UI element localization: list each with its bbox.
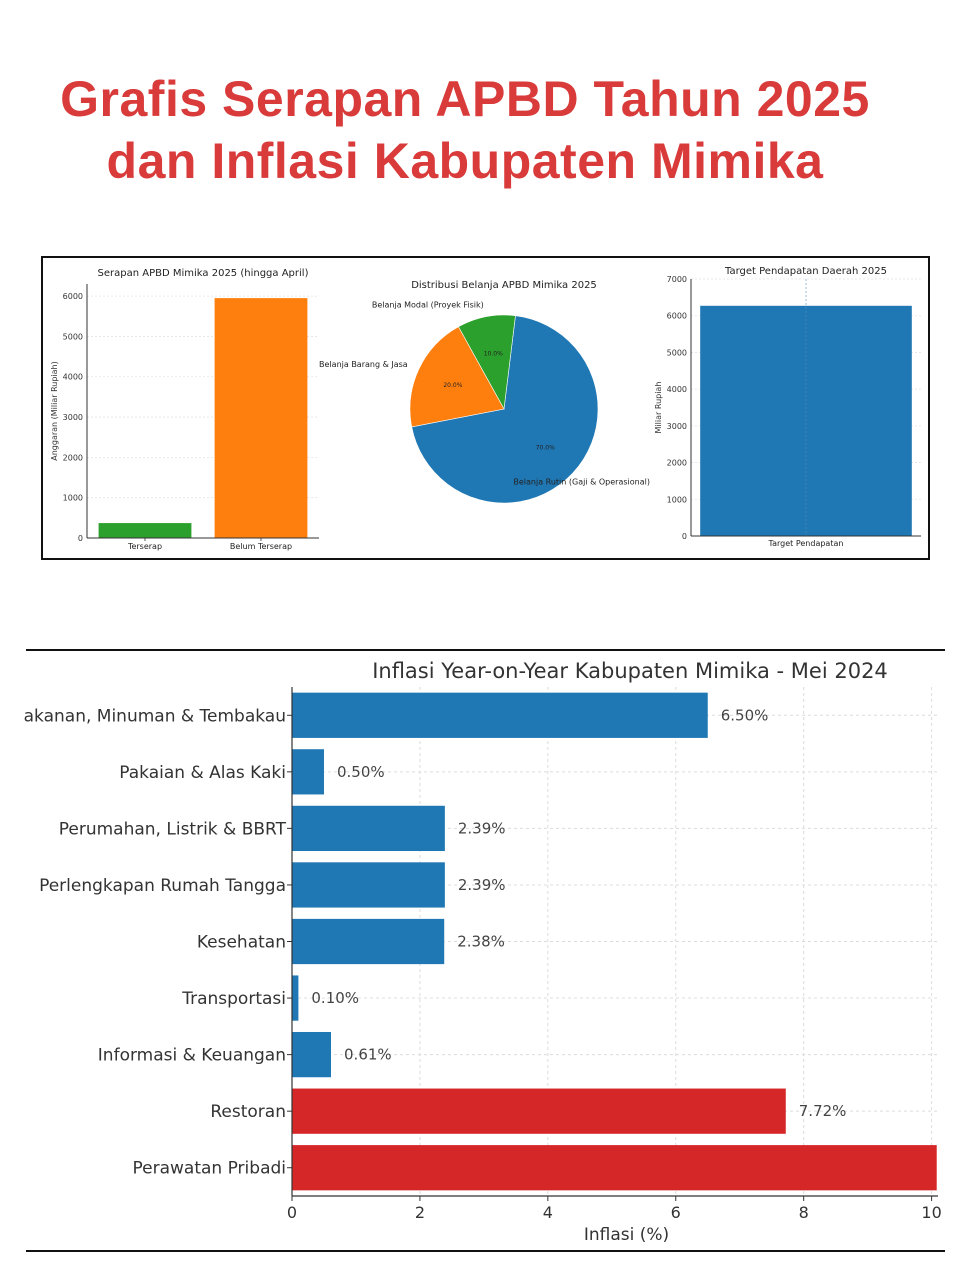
chart4-xlabel: Inflasi (%) [584, 1225, 669, 1245]
chart4-category-label: Perlengkapan Rumah Tangga [39, 876, 286, 896]
chart2-slice-label: Belanja Barang & Jasa [319, 360, 408, 369]
chart1-ylabel: Anggaran (Miliar Rupiah) [50, 361, 59, 461]
chart1-ytick-label: 3000 [63, 413, 83, 422]
chart4-category-label: Pakaian & Alas Kaki [119, 763, 286, 783]
chart3-ytick-label: 6000 [667, 312, 687, 321]
chart4-xtick-label: 6 [671, 1203, 681, 1222]
apbd-charts-panel: Serapan APBD Mimika 2025 (hingga April) 0… [41, 256, 930, 560]
chart1-title: Serapan APBD Mimika 2025 (hingga April) [98, 268, 309, 279]
chart4-title: Inflasi Year-on-Year Kabupaten Mimika - … [372, 659, 888, 683]
chart1-ytick-label: 1000 [63, 494, 83, 503]
chart1-ytick-label: 0 [78, 534, 83, 543]
headline-line-1: Grafis Serapan APBD Tahun 2025 [60, 71, 870, 127]
chart1-bar [214, 298, 308, 538]
chart3-title: Target Pendapatan Daerah 2025 [724, 266, 887, 277]
chart4-xtick-label: 8 [799, 1203, 809, 1222]
headline-line-2: dan Inflasi Kabupaten Mimika [106, 133, 824, 189]
apbd-charts-svg: Serapan APBD Mimika 2025 (hingga April) 0… [50, 266, 921, 551]
chart4-category-label: akanan, Minuman & Tembakau [24, 706, 286, 726]
chart2-slice-label: Belanja Rutin (Gaji & Operasional) [513, 477, 650, 486]
chart3-ytick-label: 7000 [667, 275, 687, 284]
chart1-ytick-label: 6000 [63, 292, 83, 301]
chart4-value-label: 0.50% [337, 763, 385, 781]
chart4-value-label: 2.38% [457, 933, 505, 951]
inflation-chart-svg: Inflasi Year-on-Year Kabupaten Mimika - … [24, 659, 942, 1245]
chart3-ytick-label: 1000 [667, 495, 687, 504]
chart4-bar [292, 918, 445, 965]
chart4-xtick-label: 0 [287, 1203, 297, 1222]
chart2-pct-label: 20.0% [443, 382, 462, 389]
divider-bottom [26, 1250, 945, 1252]
chart4-bar [292, 805, 445, 852]
chart4-category-label: Transportasi [181, 989, 286, 1009]
chart3-ytick-label: 5000 [667, 348, 687, 357]
chart3-category-label: Target Pendapatan [768, 539, 844, 548]
chart4-value-label: 0.10% [311, 989, 359, 1007]
chart4-xtick-label: 10 [921, 1203, 941, 1222]
chart4-bar [292, 975, 299, 1021]
chart4-category-label: Kesehatan [197, 933, 286, 953]
chart4-bar [292, 1031, 332, 1078]
chart2-pct-label: 70.0% [536, 444, 555, 451]
chart3-ylabel: Miliar Rupiah [654, 382, 663, 434]
chart2-title: Distribusi Belanja APBD Mimika 2025 [411, 280, 597, 291]
chart4-bar [292, 749, 324, 795]
chart4-value-label: 7.72% [799, 1102, 847, 1120]
chart4-category-label: Perawatan Pribadi [133, 1159, 286, 1179]
chart4-bar [292, 692, 708, 738]
chart4-value-label: 2.39% [458, 819, 506, 837]
chart4-value-label: 2.39% [458, 876, 506, 894]
chart1-bar [98, 523, 192, 538]
chart2-pct-label: 10.0% [484, 351, 503, 358]
chart4-category-label: Informasi & Keuangan [98, 1046, 286, 1066]
chart4-category-label: Perumahan, Listrik & BBRT [59, 819, 287, 839]
chart2-slice [411, 315, 599, 504]
chart4-bar [292, 1145, 937, 1191]
chart1-category-label: Terserap [127, 542, 162, 551]
chart1-ytick-label: 2000 [63, 453, 83, 462]
chart4-value-label: 6.50% [721, 706, 769, 724]
chart3-ytick-label: 3000 [667, 422, 687, 431]
divider-top [26, 649, 945, 651]
chart4-bar [292, 1088, 786, 1134]
chart1-ytick-label: 5000 [63, 332, 83, 341]
chart3-ytick-label: 0 [682, 532, 687, 541]
chart3-ytick-label: 4000 [667, 385, 687, 394]
chart2-slice [409, 326, 505, 428]
chart1-ytick-label: 4000 [63, 373, 83, 382]
chart4-xtick-label: 4 [543, 1203, 553, 1222]
chart3-ytick-label: 2000 [667, 459, 687, 468]
chart1-category-label: Belum Terserap [230, 542, 292, 551]
page-headline: Grafis Serapan APBD Tahun 2025 dan Infla… [0, 68, 930, 192]
chart4-xtick-label: 2 [415, 1203, 425, 1222]
chart4-bar [292, 862, 445, 908]
chart4-category-label: Restoran [210, 1102, 286, 1122]
chart4-value-label: 0.61% [344, 1046, 392, 1064]
chart2-slice-label: Belanja Modal (Proyek Fisik) [372, 301, 484, 310]
